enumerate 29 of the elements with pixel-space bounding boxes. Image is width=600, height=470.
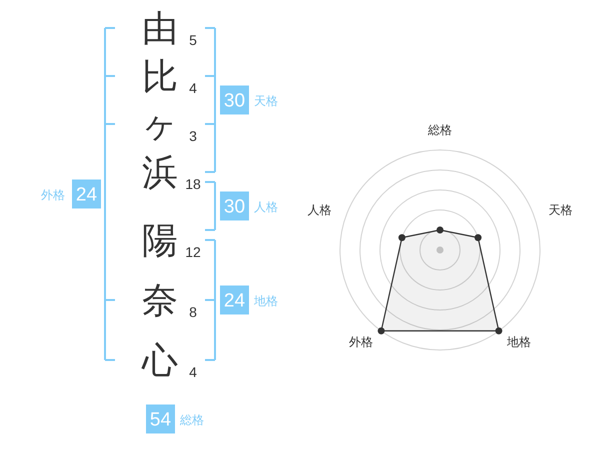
text: 54 xyxy=(150,410,172,430)
text: 人格 xyxy=(254,200,278,214)
text: 30 xyxy=(224,90,246,112)
category-label: 浜 xyxy=(142,152,178,192)
text: 24 xyxy=(224,290,246,312)
category-label: ヶ xyxy=(142,104,178,144)
data-label: 3 xyxy=(189,128,198,144)
spoke-label: 人格 xyxy=(308,202,332,217)
data-label: 5 xyxy=(189,32,198,48)
category-label: 心 xyxy=(141,340,178,380)
category-label: 奈 xyxy=(142,280,178,320)
data-label: 18 xyxy=(185,176,201,192)
spoke-label: 総格 xyxy=(427,123,452,137)
data-label: 12 xyxy=(185,244,201,260)
text: 24 xyxy=(76,184,98,206)
data-label: 8 xyxy=(189,304,198,320)
text: 地格 xyxy=(253,294,278,308)
text: 総格 xyxy=(179,413,204,427)
spoke-label: 外格 xyxy=(348,335,373,350)
data-label: 4 xyxy=(189,364,198,380)
spoke-label: 天格 xyxy=(548,202,572,217)
data-label: 4 xyxy=(189,80,198,96)
text: 外格 xyxy=(41,188,65,202)
category-label: 陽 xyxy=(142,220,178,260)
text: 30 xyxy=(224,196,246,218)
category-label: 比 xyxy=(142,56,178,96)
text: 天格 xyxy=(254,94,278,108)
spoke-label: 地格 xyxy=(506,335,532,350)
category-label: 由 xyxy=(142,8,178,48)
